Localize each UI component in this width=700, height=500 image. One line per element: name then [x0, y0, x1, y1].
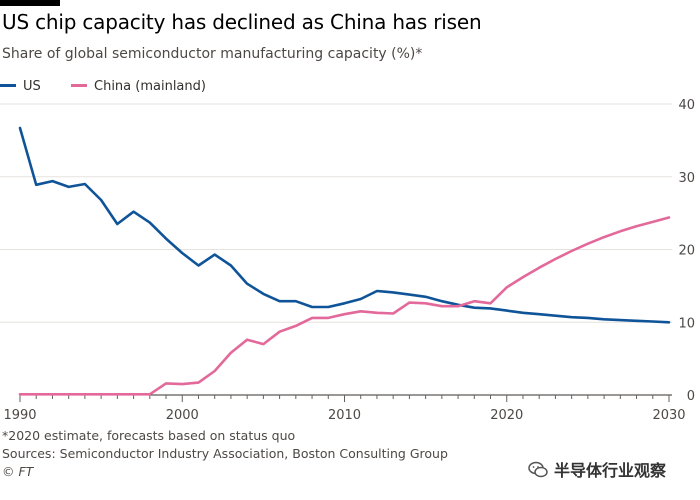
legend-label-us: US: [23, 79, 41, 94]
watermark: 半导体行业观察: [528, 457, 666, 483]
sources: Sources: Semiconductor Industry Associat…: [2, 446, 448, 461]
y-tick-label-30: 30: [678, 171, 695, 186]
brand-bar: [0, 0, 60, 6]
legend-swatch-us: [0, 84, 16, 87]
legend-swatch-china: [71, 84, 87, 87]
x-tick-label-2020: 2020: [490, 408, 523, 420]
series-line-us: [18, 126, 671, 324]
footnote: *2020 estimate, forecasts based on statu…: [2, 428, 296, 443]
ft-credit: © FT: [2, 464, 34, 479]
y-tick-label-40: 40: [678, 98, 695, 113]
chart-subtitle: Share of global semiconductor manufactur…: [2, 46, 423, 62]
series-line-china: [18, 216, 671, 396]
x-tick-label-2030: 2030: [652, 408, 685, 420]
y-tick-label-0: 0: [687, 389, 695, 404]
legend-label-china: China (mainland): [94, 79, 206, 94]
x-tick-label-2000: 2000: [166, 408, 199, 420]
watermark-text: 半导体行业观察: [554, 461, 667, 480]
wechat-icon: [528, 461, 548, 483]
legend-item-us: US: [0, 79, 41, 94]
y-tick-label-10: 10: [678, 316, 695, 331]
chart-title: US chip capacity has declined as China h…: [2, 10, 482, 34]
x-tick-label-2010: 2010: [328, 408, 361, 420]
x-tick-label-1990: 1990: [3, 408, 36, 420]
legend-item-china: China (mainland): [71, 79, 206, 94]
y-tick-label-20: 20: [678, 244, 695, 259]
